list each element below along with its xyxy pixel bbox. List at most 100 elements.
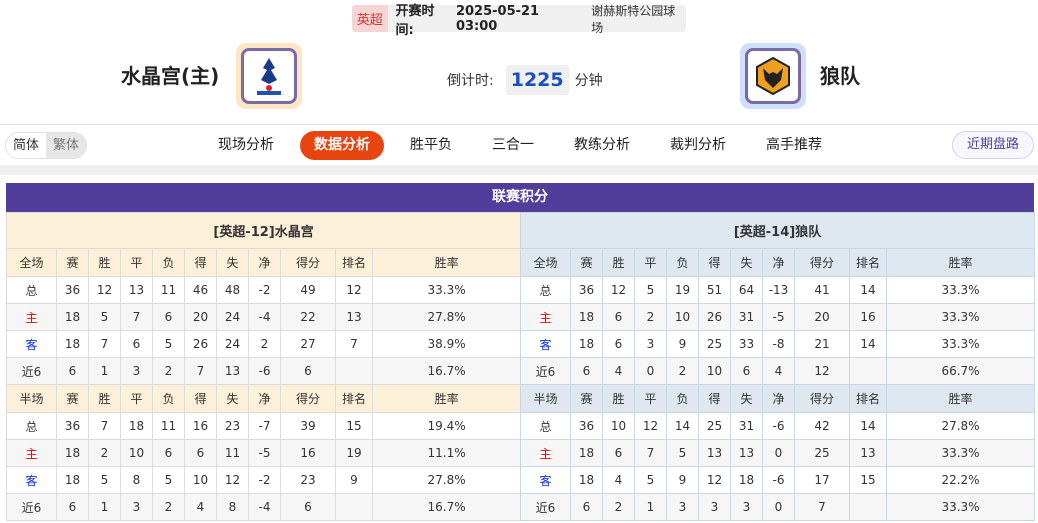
table-row: 客 18 4 5 9 12 18 -6 17 15 22.2% [520,466,1036,494]
cell: 25 [698,412,731,440]
column-header: 胜率 [885,384,1036,413]
cell: 27.8% [371,466,522,494]
cell: 5 [88,303,121,331]
cell: -4 [248,493,281,521]
row-label: 主 [6,303,57,331]
table-row: 客 18 5 8 5 10 12 -2 23 9 27.8% [6,466,522,494]
venue: 谢赫斯特公园球场 [591,3,676,35]
column-header: 得分 [280,248,336,277]
cell: 2 [88,439,121,467]
lang-traditional[interactable]: 繁体 [46,133,87,158]
away-team-logo[interactable] [740,43,806,109]
column-header: 净 [762,248,795,277]
cell: 33 [730,330,763,358]
table-row: 近6 6 4 0 2 10 6 4 12 66.7% [520,357,1036,385]
cell: 2 [152,357,185,385]
cell: -2 [248,276,281,304]
cell: 23 [280,466,336,494]
home-team-name[interactable]: 水晶宫(主) [121,64,220,88]
cell: 13 [698,439,731,467]
cell: 9 [666,466,699,494]
cell: 16.7% [371,493,522,521]
column-header: 得 [698,384,731,413]
cell: 25 [698,330,731,358]
row-label: 总 [6,412,57,440]
cell: 7 [88,412,121,440]
column-header: 胜率 [371,248,522,277]
column-header: 平 [120,384,153,413]
home-standings-table: [英超-12]水晶宫 全场赛胜平负得失净得分 排名 胜率总 36 12 13 11 46 48 -2… [5,212,522,521]
away-team-name[interactable]: 狼队 [820,64,860,88]
tab-3[interactable]: 三合一 [492,137,534,153]
cell: 42 [794,412,850,440]
cell: 2 [602,493,635,521]
cell: 11.1% [371,439,522,467]
tab-2[interactable]: 胜平负 [410,137,452,153]
column-header: 胜 [602,248,635,277]
cell: 3 [698,493,731,521]
cell: -13 [762,276,795,304]
home-team-logo[interactable] [236,43,302,109]
cell: 36 [56,276,89,304]
cell: 14 [849,276,887,304]
table-row: 主 18 2 10 6 6 11 -5 16 19 11.1% [6,439,522,467]
cell: 64 [730,276,763,304]
cell: 6 [602,303,635,331]
cell: 27.8% [371,303,522,331]
cell: 33.3% [885,303,1036,331]
cell [335,357,373,385]
cell: 12 [634,412,667,440]
cell: -5 [248,439,281,467]
table-row: 总 36 12 13 11 46 48 -2 49 12 33.3% [6,276,522,304]
column-header: 排名 [335,384,373,413]
cell: 6 [602,439,635,467]
cell: 6 [280,493,336,521]
cell [849,493,887,521]
cell: 12 [602,276,635,304]
cell: 12 [698,466,731,494]
cell: 10 [184,466,217,494]
cell: 7 [88,330,121,358]
table-row: 近6 6 1 3 2 4 8 -4 6 16.7% [6,493,522,521]
cell: 23 [216,412,249,440]
cell: 41 [794,276,850,304]
cell: 13 [120,276,153,304]
cell: 36 [56,412,89,440]
cell: 3 [120,357,153,385]
cell: 2 [666,357,699,385]
cell: 18 [570,466,603,494]
cell: 18 [570,303,603,331]
tab-5[interactable]: 裁判分析 [670,137,726,153]
tab-0[interactable]: 现场分析 [218,137,274,153]
tab-6[interactable]: 高手推荐 [766,137,822,153]
cell: 15 [849,466,887,494]
cell: 18 [570,439,603,467]
lang-simplified[interactable]: 简体 [13,138,40,153]
cell: 3 [666,493,699,521]
tab-1[interactable]: 数据分析 [300,131,384,160]
recent-odds-button[interactable]: 近期盘路 [952,131,1034,159]
kickoff-time: 2025-05-21 03:00 [455,3,540,34]
cell [849,357,887,385]
table-row: 主 18 6 7 5 13 13 0 25 13 33.3% [520,439,1036,467]
cell: 22.2% [885,466,1036,494]
cell: 6 [120,330,153,358]
cell: 33.3% [885,330,1036,358]
cell: 33.3% [885,276,1036,304]
cell: 0 [762,439,795,467]
table-row: 客 18 6 3 9 25 33 -8 21 14 33.3% [520,330,1036,358]
countdown-value: 1225 [505,65,569,95]
cell: -8 [762,330,795,358]
cell: 5 [666,439,699,467]
cell: 20 [184,303,217,331]
tab-4[interactable]: 教练分析 [574,137,630,153]
cell: 5 [634,276,667,304]
column-header: 净 [248,248,281,277]
cell: 7 [634,439,667,467]
cell: 19 [666,276,699,304]
cell: 3 [120,493,153,521]
row-label: 近6 [6,357,57,385]
column-header: 失 [216,248,249,277]
cell: 5 [88,466,121,494]
cell: 25 [794,439,850,467]
